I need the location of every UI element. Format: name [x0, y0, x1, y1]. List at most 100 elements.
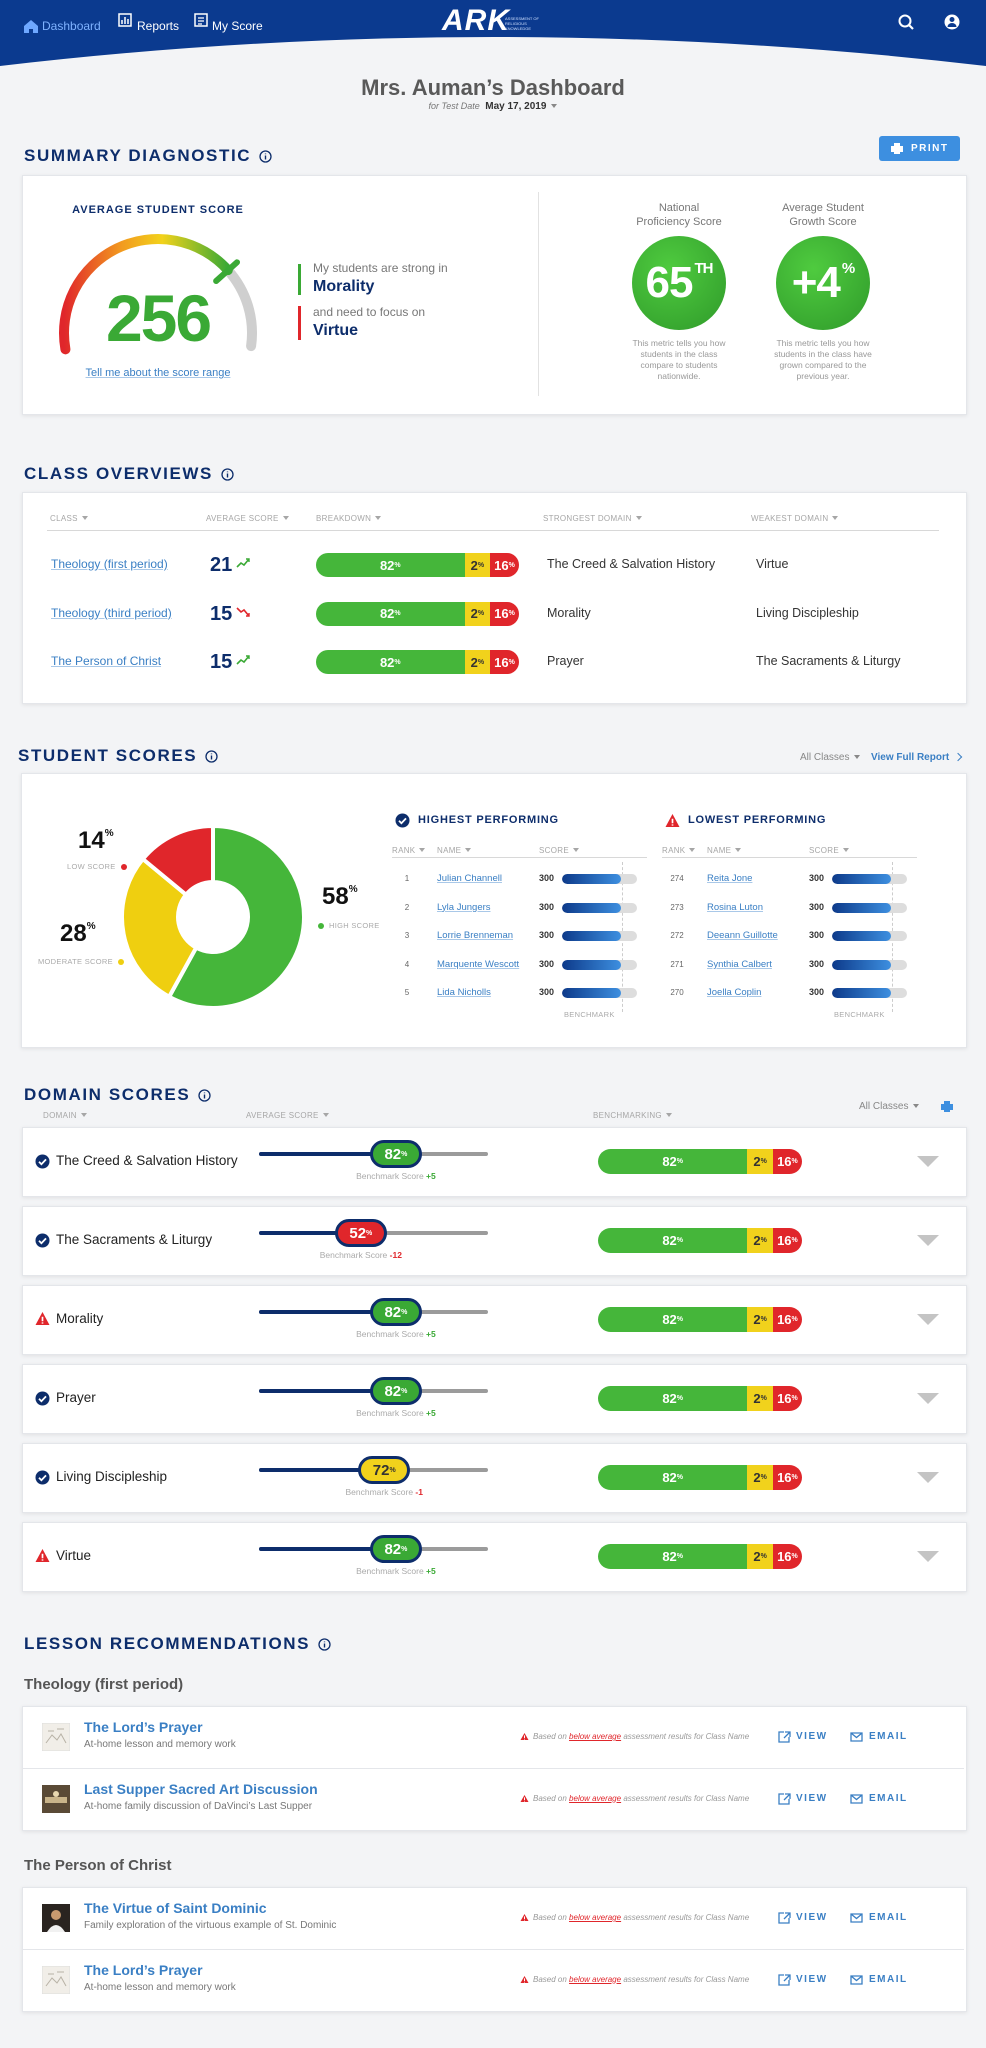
unit: % — [676, 1237, 684, 1244]
score-track — [562, 931, 637, 942]
unit: % — [508, 610, 515, 617]
distribution-label: LOW SCORE — [67, 862, 127, 871]
unit: % — [760, 1158, 767, 1165]
class-link[interactable]: The Person of Christ — [51, 654, 162, 668]
unit: % — [676, 1553, 684, 1560]
student-score: 300 — [809, 930, 825, 941]
student-name[interactable]: Lida Nicholls — [437, 987, 491, 999]
expand-toggle[interactable] — [917, 1314, 939, 1325]
nav-link[interactable]: My Score — [212, 19, 263, 33]
unit: % — [508, 561, 515, 569]
group-title: The Person of Christ — [24, 1857, 172, 1874]
icon — [395, 813, 410, 828]
print-button[interactable]: PRINT — [879, 136, 960, 161]
value: 2 — [470, 606, 478, 621]
benchmark-label: Benchmark Score — [356, 1408, 424, 1418]
lesson-title[interactable]: Last Supper Sacred Art Discussion — [84, 1780, 318, 1797]
unit: % — [477, 561, 485, 569]
student-name[interactable]: Lyla Jungers — [437, 901, 491, 913]
metric-note: This metric tells you how students in th… — [632, 338, 726, 381]
lesson-title[interactable]: The Virtue of Saint Dominic — [84, 1900, 267, 1916]
logo-tagline: ASSESSMENT OF RELIGIOUS KNOWLEDGE — [505, 16, 539, 31]
metric-label: Average Student Growth Score — [782, 202, 864, 228]
donut-segment — [166, 823, 306, 1010]
column-header: AVERAGE SCORE — [246, 1111, 329, 1121]
nav-link[interactable]: Reports — [137, 19, 180, 33]
lesson-title[interactable]: The Lord’s Prayer — [84, 1719, 203, 1735]
domain-name: The Creed & Salvation History — [56, 1153, 238, 1168]
benchmark-label: Benchmark Score — [356, 1171, 424, 1181]
value: 82 — [379, 606, 395, 621]
view-button[interactable]: VIEW — [796, 1792, 828, 1804]
value: 58 — [322, 883, 349, 910]
benchmark-label: BENCHMARK — [834, 1010, 885, 1019]
student-name[interactable]: Joella Coplin — [707, 987, 762, 999]
info-icon — [318, 1638, 331, 1651]
value: 82 — [662, 1470, 677, 1485]
lesson-description: At-home lesson and memory work — [84, 1981, 236, 1993]
student-name[interactable]: Lorrie Brenneman — [437, 930, 514, 942]
expand-toggle[interactable] — [917, 1472, 939, 1483]
full-report-link[interactable]: View Full Report — [871, 752, 950, 763]
distribution-value: 28% — [60, 920, 96, 948]
benchmark-delta: +5 — [426, 1408, 436, 1418]
info-icon — [198, 1089, 211, 1102]
column-header: SCORE — [539, 846, 579, 856]
unit: % — [791, 1553, 798, 1560]
breakdown-segment: 2% — [464, 650, 490, 674]
expand-toggle[interactable] — [917, 1393, 939, 1404]
view-button[interactable]: VIEW — [796, 1912, 828, 1923]
class-filter[interactable]: All Classes — [800, 752, 860, 763]
student-name[interactable]: Deeann Guillotte — [707, 930, 778, 942]
value: 82 — [662, 1312, 677, 1327]
view-button[interactable]: VIEW — [796, 1731, 828, 1742]
gauge-needle — [213, 259, 240, 284]
trend-icon — [236, 606, 250, 617]
lesson-thumbnail — [42, 1965, 70, 1994]
icon — [778, 1731, 791, 1743]
slider-fill — [259, 1547, 396, 1551]
domain-card — [22, 1206, 967, 1276]
breakdown-segment: 82% — [598, 1307, 748, 1332]
expand-toggle[interactable] — [917, 1235, 939, 1246]
note-emphasis: below average — [569, 1974, 622, 1984]
breakdown-segment: 82% — [316, 553, 465, 577]
unit: % — [401, 1150, 408, 1158]
class-filter[interactable]: All Classes — [859, 1101, 919, 1112]
thumb — [51, 1910, 61, 1920]
email-button[interactable]: EMAIL — [869, 1792, 908, 1804]
student-score: 300 — [809, 987, 825, 998]
class-link[interactable]: Theology (first period) — [51, 557, 168, 571]
expand-toggle[interactable] — [917, 1156, 939, 1167]
view-button[interactable]: VIEW — [796, 1973, 828, 1985]
test-date: for Test Date May 17, 2019 — [0, 101, 986, 112]
unit: % — [401, 1545, 408, 1553]
score-range-link[interactable]: Tell me about the score range — [85, 367, 231, 379]
breakdown-segment: 82% — [598, 1544, 748, 1569]
student-name[interactable]: Synthia Calbert — [707, 958, 772, 970]
icon — [246, 612, 250, 617]
breakdown-bar: 82% 2% 16% — [316, 650, 519, 674]
nav-link[interactable]: Dashboard — [42, 19, 101, 33]
student-name[interactable]: Julian Channell — [437, 873, 502, 884]
email-button[interactable]: EMAIL — [869, 1912, 908, 1923]
email-button[interactable]: EMAIL — [869, 1973, 908, 1985]
breakdown-segment: 82% — [316, 650, 465, 674]
student-name[interactable]: Rosina Luton — [707, 901, 763, 913]
view-icon — [778, 1912, 791, 1924]
class-link[interactable]: Theology (third period) — [51, 605, 172, 620]
breakdown-segment: 16% — [772, 1465, 802, 1490]
trend-icon — [236, 558, 250, 568]
score-track — [832, 902, 907, 913]
benchmark-label: Benchmark Score — [345, 1487, 414, 1497]
section-title: STUDENT SCORES — [18, 746, 218, 766]
lesson-title[interactable]: The Lord’s Prayer — [84, 1961, 203, 1978]
expand-toggle[interactable] — [917, 1551, 939, 1562]
student-name[interactable]: Marquente Wescott — [437, 958, 520, 970]
check-icon — [35, 1233, 50, 1248]
benchmark-delta: +5 — [426, 1171, 436, 1181]
email-button[interactable]: EMAIL — [869, 1731, 908, 1742]
strong-bar — [298, 264, 301, 295]
student-name[interactable]: Reita Jone — [707, 873, 753, 884]
info-icon — [259, 150, 272, 163]
